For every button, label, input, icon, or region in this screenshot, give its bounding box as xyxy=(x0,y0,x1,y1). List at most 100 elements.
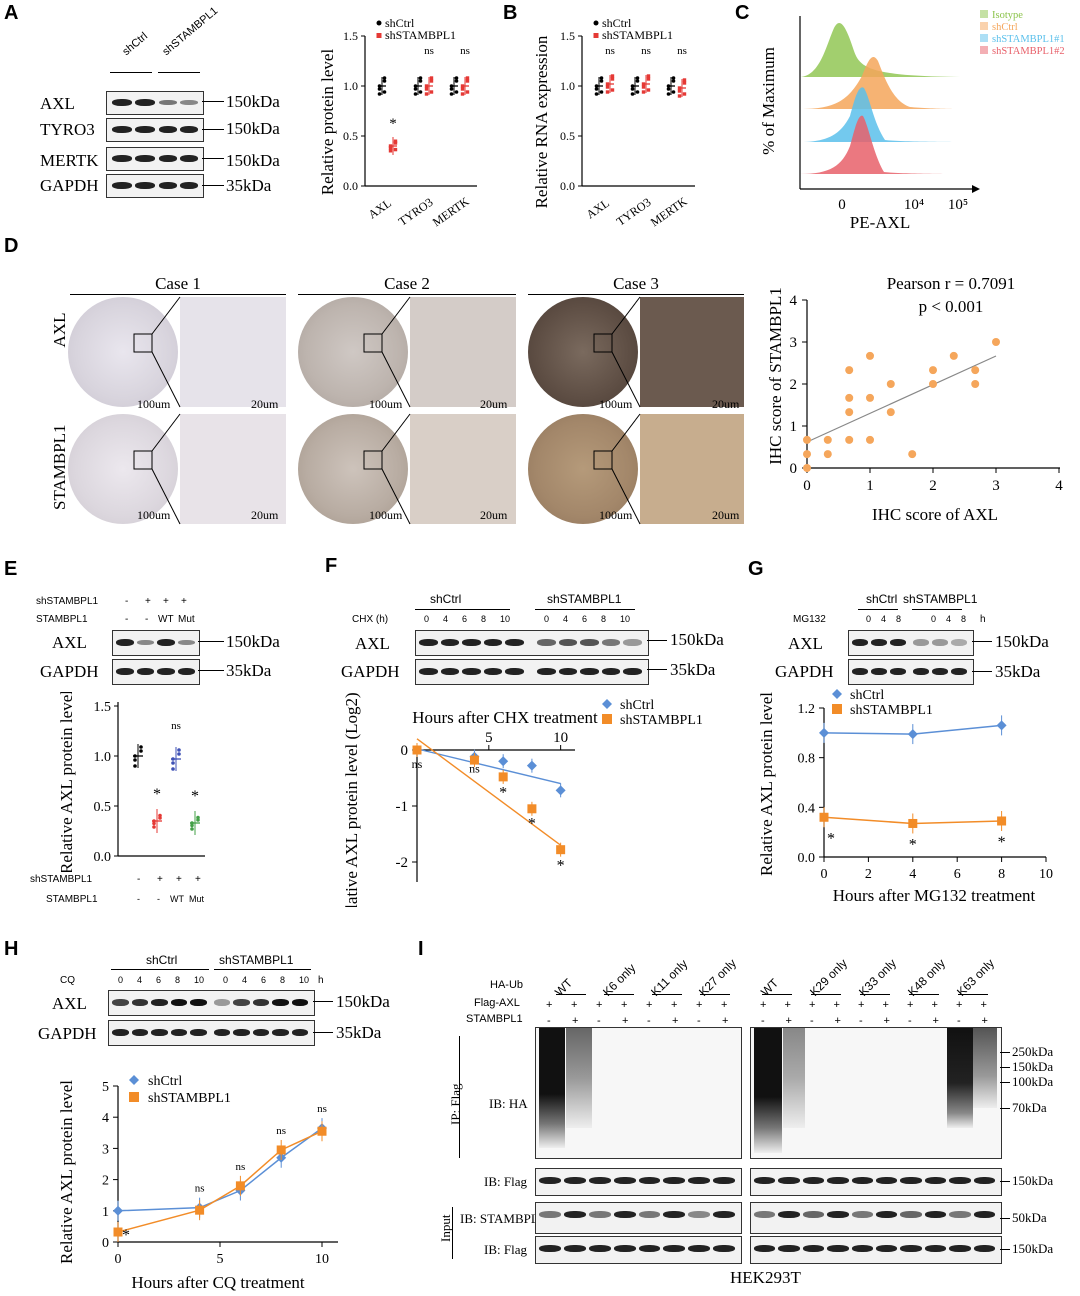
e-sign: - xyxy=(145,614,149,625)
x-tick-label: 10 xyxy=(315,1252,329,1267)
g-blot-gapdh xyxy=(848,659,974,685)
i-blot-flag-in-right xyxy=(750,1236,1002,1264)
band xyxy=(973,1211,995,1218)
data-point xyxy=(413,92,418,96)
ihc-point xyxy=(845,393,854,402)
panel-g-chart: Relative AXL protein level Hours after M… xyxy=(757,688,1053,905)
data-point xyxy=(594,92,599,96)
band xyxy=(827,1177,849,1184)
point-shstambpl1 xyxy=(527,804,537,814)
point-shctrl xyxy=(907,729,918,740)
f-shst: shSTAMBPL1 xyxy=(547,592,622,606)
band xyxy=(638,1177,661,1184)
significance: ns xyxy=(317,1103,327,1115)
point-shctrl xyxy=(498,756,509,767)
i-kda50: 50kDa xyxy=(1012,1210,1047,1225)
data-point xyxy=(646,77,651,81)
a-legend-ctrl: shCtrl xyxy=(385,16,415,30)
f-kda150: 150kDa xyxy=(670,630,724,649)
band xyxy=(802,1245,825,1252)
ihc-point xyxy=(886,380,895,388)
ihc-point xyxy=(803,464,811,472)
sign: + xyxy=(622,1015,629,1027)
h-series: * ns ns ns ns xyxy=(113,1103,327,1244)
point-shstambpl1 xyxy=(276,1145,286,1155)
f-blot-axl xyxy=(415,630,649,656)
lane-label-shctrl: shCtrl xyxy=(120,30,151,58)
e-sign: - xyxy=(137,874,141,885)
band xyxy=(949,1245,971,1252)
scale-100-c1-st: 100um xyxy=(137,508,171,522)
lane-number: 10 xyxy=(620,614,631,624)
point-shstambpl1 xyxy=(908,818,918,828)
ihc-case1-axl-zoom xyxy=(180,297,286,407)
a-xtick-1: TYRO3 xyxy=(396,195,436,229)
i-m70: 70kDa xyxy=(1012,1100,1047,1115)
lane-number: 0 xyxy=(118,975,124,985)
data-point xyxy=(429,79,434,83)
x-tick-label: 1 xyxy=(866,478,874,494)
panel-h-chart: Relative AXL protein level Hours after C… xyxy=(57,1074,338,1292)
h-gapdh: GAPDH xyxy=(38,1024,97,1043)
ihc-point xyxy=(971,380,980,388)
e-kda150: 150kDa xyxy=(226,632,280,651)
band xyxy=(539,1245,561,1252)
y-tick-label: 1.0 xyxy=(560,79,575,93)
band xyxy=(170,999,187,1006)
band xyxy=(638,1245,661,1252)
band xyxy=(151,1029,168,1036)
sign: + xyxy=(596,999,603,1011)
band xyxy=(688,1211,711,1218)
ub-label: WT xyxy=(552,975,576,999)
blot-gapdh xyxy=(106,174,204,198)
panel-d-scatter: Pearson r = 0.7091 p < 0.001 IHC score o… xyxy=(766,274,1063,524)
band xyxy=(802,1177,825,1184)
band xyxy=(932,668,948,675)
blot-axl xyxy=(106,91,204,115)
sign: + xyxy=(931,999,938,1011)
kda-mertk: 150kDa xyxy=(226,151,280,170)
y-tick-label: 0.0 xyxy=(560,179,575,193)
y-tick-label: 2 xyxy=(790,377,798,393)
g-blot-axl xyxy=(848,630,974,656)
lane-number: 0 xyxy=(544,614,550,624)
significance: ns xyxy=(641,45,651,57)
sign: + xyxy=(833,999,840,1011)
data-point xyxy=(133,754,137,758)
ihc-point xyxy=(929,366,937,375)
y-tick-label: 2 xyxy=(102,1174,109,1189)
data-point xyxy=(171,767,175,771)
band xyxy=(588,1211,611,1218)
band xyxy=(851,1211,873,1218)
band xyxy=(900,1211,922,1218)
a-xtick-0: AXL xyxy=(366,196,394,222)
data-point xyxy=(465,79,470,83)
point-shstambpl1 xyxy=(412,745,422,755)
lane-number: 8 xyxy=(481,614,487,624)
y-tick-label: 0.5 xyxy=(560,129,575,143)
data-point xyxy=(605,82,610,86)
hist-isotype xyxy=(800,22,960,78)
e-bottom-sh: shSTAMBPL1 xyxy=(30,874,93,885)
sign: - xyxy=(697,1015,701,1027)
ihc-case2-axl xyxy=(298,297,408,407)
g-legend-sh: shSTAMBPL1 xyxy=(850,703,933,718)
lane-number: 4 xyxy=(946,614,952,624)
y-tick-label: 0.4 xyxy=(798,801,816,816)
h-xlabel: Hours after CQ treatment xyxy=(131,1273,305,1292)
band xyxy=(713,1177,735,1184)
legend-isotype: Isotype xyxy=(992,10,1023,21)
series-line xyxy=(117,1130,323,1233)
data-point xyxy=(465,76,470,80)
point-shctrl xyxy=(819,727,829,738)
y-tick-label: 1.0 xyxy=(343,79,358,93)
c-xtick-2: 10⁵ xyxy=(948,197,968,213)
g-ylabel: Relative AXL protein level xyxy=(757,692,776,876)
band xyxy=(876,1245,898,1252)
data-point xyxy=(133,758,137,762)
band xyxy=(973,1245,995,1252)
sign: + xyxy=(546,999,553,1011)
sign: + xyxy=(981,1015,988,1027)
data-point xyxy=(630,92,635,96)
point-shstambpl1 xyxy=(819,812,829,822)
